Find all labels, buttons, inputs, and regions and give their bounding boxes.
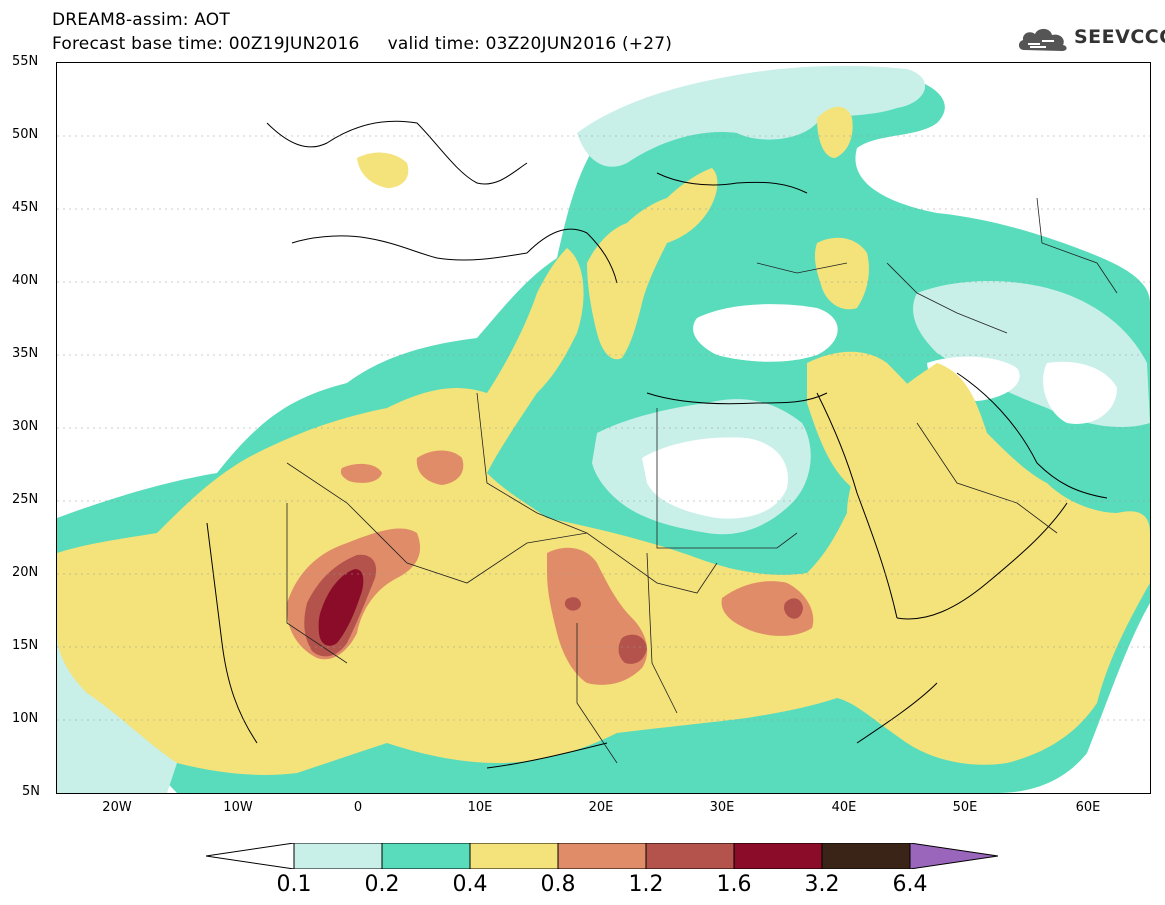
seevccc-logo: SEEVCCC (1016, 24, 1165, 54)
lat-label-35n: 35N (12, 346, 39, 361)
colorbar-segment-1.6-3.2 (733, 843, 823, 869)
lat-label-50n: 50N (12, 127, 39, 142)
lon-label-60e: 60E (1075, 800, 1101, 815)
lat-label-20n: 20N (12, 565, 39, 580)
colorbar-segment-3.2-6.4 (821, 843, 911, 869)
aot-field-higher-chad (618, 634, 647, 664)
aot-field-medium-caucasus (814, 237, 869, 310)
aot-field-very-low-north (577, 65, 926, 167)
lon-label-40e: 40E (831, 800, 857, 815)
lon-label-10w: 10W (223, 800, 253, 815)
aot-field-medium-ukraine (817, 106, 853, 158)
coastline-outlines (206, 120, 1108, 769)
aot-colorbar (206, 843, 998, 869)
lat-label-45n: 45N (12, 200, 39, 215)
lat-label-5n: 5N (22, 784, 40, 799)
cloud-icon (1018, 28, 1067, 51)
colorbar-segment-0.1-0.2 (293, 843, 383, 869)
aot-field-high-sahara-w (340, 463, 382, 483)
lat-label-40n: 40N (12, 273, 39, 288)
lon-label-30e: 30E (709, 800, 735, 815)
lon-label-50e: 50E (952, 800, 978, 815)
lat-label-15n: 15N (12, 638, 39, 653)
lon-label-20w: 20W (102, 800, 132, 815)
aot-map (56, 62, 1151, 794)
lon-label-0: 0 (353, 800, 363, 815)
colorbar-label-1.6: 1.6 (716, 872, 752, 897)
lat-label-10n: 10N (12, 711, 39, 726)
aot-field-clear-turkey (693, 304, 838, 362)
colorbar-label-0.2: 0.2 (364, 872, 400, 897)
aot-field-medium-greece (587, 168, 718, 360)
colorbar-label-1.2: 1.2 (628, 872, 664, 897)
lat-label-25n: 25N (12, 492, 39, 507)
colorbar-label-3.2: 3.2 (804, 872, 840, 897)
colorbar-segment-0.4-0.8 (469, 843, 559, 869)
aot-field-high-algeria (416, 450, 464, 485)
colorbar-label-0.8: 0.8 (540, 872, 576, 897)
country-borders (286, 197, 1118, 764)
aot-field-svg (57, 65, 1150, 793)
aot-field-medium-arabia (807, 351, 987, 525)
forecast-time-info: Forecast base time: 00Z19JUN2016 valid t… (52, 34, 673, 54)
lon-label-10e: 10E (467, 800, 493, 815)
colorbar-label-6.4: 6.4 (892, 872, 928, 897)
colorbar-label-0.1: 0.1 (276, 872, 312, 897)
aot-field-higher-sudan (784, 598, 803, 619)
graticule (57, 135, 1150, 721)
map-title: DREAM8-assim: AOT (52, 10, 230, 30)
aot-field-higher-chad-n (564, 597, 581, 611)
colorbar-segment-above (909, 843, 998, 869)
logo-text: SEEVCCC (1074, 26, 1165, 48)
aot-field-very-high-mali (318, 569, 364, 646)
aot-field-clear-egypt (642, 437, 788, 519)
aot-field-clear-iran (1043, 361, 1117, 424)
colorbar-segment-below (206, 843, 295, 869)
aot-field-high-sudan (721, 581, 814, 636)
lon-label-20e: 20E (588, 800, 614, 815)
colorbar-segment-0.2-0.4 (381, 843, 471, 869)
colorbar-segment-0.8-1.2 (557, 843, 647, 869)
lat-label-55n: 55N (12, 54, 39, 69)
lat-label-30n: 30N (12, 419, 39, 434)
colorbar-label-0.4: 0.4 (452, 872, 488, 897)
aot-field-medium-iberia (357, 152, 409, 188)
colorbar-segment-1.2-1.6 (645, 843, 735, 869)
